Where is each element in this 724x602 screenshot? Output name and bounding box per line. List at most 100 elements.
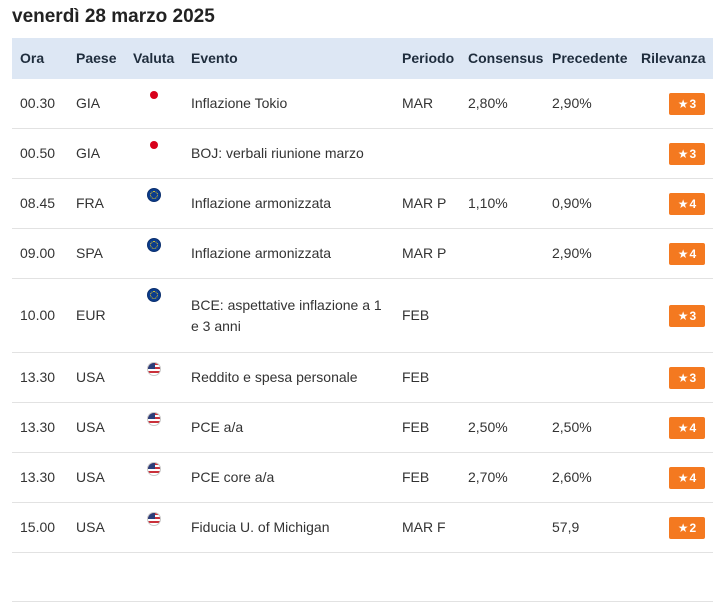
cell-periodo: FEB: [394, 278, 460, 353]
cell-consensus: [460, 278, 544, 353]
table-header-row: Ora Paese Valuta Evento Periodo Consensu…: [12, 38, 713, 79]
table-row: 15.00 USA Fiducia U. of Michigan MAR F 5…: [12, 502, 713, 553]
star-icon: ★: [677, 146, 689, 161]
cell-periodo: MAR: [394, 78, 460, 129]
cell-valuta: [125, 352, 183, 403]
cell-ora: 13.30: [12, 452, 68, 503]
cell-rilevanza: ★3: [633, 128, 713, 179]
cell-ora: 08.45: [12, 178, 68, 229]
cell-ora: 10.00: [12, 278, 68, 353]
us-flag-icon: [147, 462, 161, 476]
table-row: 13.30 USA PCE core a/a FEB 2,70% 2,60% ★…: [12, 452, 713, 503]
cell-paese: EUR: [68, 278, 125, 353]
cell-precedente: 2,90%: [544, 78, 633, 129]
cell-ora: 15.00: [12, 502, 68, 553]
cell-precedente: 2,60%: [544, 452, 633, 503]
page-title: venerdì 28 marzo 2025: [12, 6, 215, 27]
cell-periodo: MAR P: [394, 178, 460, 229]
cell-consensus: 2,80%: [460, 78, 544, 129]
eu-flag-icon: [147, 238, 161, 252]
cell-periodo: FEB: [394, 352, 460, 403]
importance-badge: ★3: [669, 366, 705, 389]
header-periodo: Periodo: [394, 38, 460, 79]
cell-consensus: [460, 228, 544, 279]
cell-evento: Reddito e spesa personale: [183, 352, 394, 403]
japan-flag-icon: [147, 138, 161, 152]
cell-evento: Inflazione Tokio: [183, 78, 394, 129]
cell-periodo: FEB: [394, 402, 460, 453]
star-icon: ★: [677, 420, 689, 435]
us-flag-icon: [147, 362, 161, 376]
cell-precedente: 0,90%: [544, 178, 633, 229]
table-row: 00.30 GIA Inflazione Tokio MAR 2,80% 2,9…: [12, 78, 713, 129]
eu-flag-icon: [147, 188, 161, 202]
header-consensus: Consensus: [460, 38, 544, 79]
us-flag-icon: [147, 412, 161, 426]
importance-badge: ★4: [669, 416, 705, 439]
table-row: 13.30 USA PCE a/a FEB 2,50% 2,50% ★4: [12, 402, 713, 453]
table-row: 08.45 FRA Inflazione armonizzata MAR P 1…: [12, 178, 713, 229]
cell-valuta: [125, 228, 183, 279]
cell-valuta: [125, 278, 183, 353]
cell-paese: GIA: [68, 128, 125, 179]
cell-valuta: [125, 502, 183, 553]
cell-rilevanza: ★3: [633, 78, 713, 129]
cell-ora: 13.30: [12, 402, 68, 453]
us-flag-icon: [147, 512, 161, 526]
cell-periodo: FEB: [394, 452, 460, 503]
importance-badge: ★3: [669, 142, 705, 165]
cell-valuta: [125, 402, 183, 453]
cell-ora: 00.50: [12, 128, 68, 179]
cell-precedente: [544, 128, 633, 179]
cell-consensus: [460, 502, 544, 553]
cell-paese: GIA: [68, 78, 125, 129]
cell-paese: USA: [68, 402, 125, 453]
cell-precedente: [544, 278, 633, 353]
cell-ora: 09.00: [12, 228, 68, 279]
cell-rilevanza: ★4: [633, 402, 713, 453]
cell-rilevanza: ★4: [633, 452, 713, 503]
cell-periodo: [394, 128, 460, 179]
header-paese: Paese: [68, 38, 125, 79]
cell-evento: BOJ: verbali riunione marzo: [183, 128, 394, 179]
header-precedente: Precedente: [544, 38, 633, 79]
header-ora: Ora: [12, 38, 68, 79]
cell-rilevanza: ★2: [633, 502, 713, 553]
cell-paese: USA: [68, 502, 125, 553]
star-icon: ★: [677, 308, 689, 323]
star-icon: ★: [677, 520, 689, 535]
cell-periodo: MAR F: [394, 502, 460, 553]
table-row: 13.30 USA Reddito e spesa personale FEB …: [12, 352, 713, 403]
header-rilevanza: Rilevanza: [633, 38, 713, 79]
cell-evento: PCE core a/a: [183, 452, 394, 503]
cell-evento: PCE a/a: [183, 402, 394, 453]
cell-ora: 13.30: [12, 352, 68, 403]
cell-valuta: [125, 128, 183, 179]
cell-evento: Fiducia U. of Michigan: [183, 502, 394, 553]
cell-valuta: [125, 178, 183, 229]
cell-paese: FRA: [68, 178, 125, 229]
cell-rilevanza: ★4: [633, 228, 713, 279]
table-row: 09.00 SPA Inflazione armonizzata MAR P 2…: [12, 228, 713, 279]
importance-badge: ★4: [669, 242, 705, 265]
star-icon: ★: [677, 370, 689, 385]
importance-badge: ★4: [669, 192, 705, 215]
cell-consensus: [460, 352, 544, 403]
table-row: 00.50 GIA BOJ: verbali riunione marzo ★3: [12, 128, 713, 179]
importance-badge: ★4: [669, 466, 705, 489]
cell-consensus: 1,10%: [460, 178, 544, 229]
cell-consensus: [460, 128, 544, 179]
importance-badge: ★2: [669, 516, 705, 539]
cell-rilevanza: ★3: [633, 278, 713, 353]
importance-badge: ★3: [669, 304, 705, 327]
star-icon: ★: [677, 470, 689, 485]
header-evento: Evento: [183, 38, 394, 79]
cell-periodo: MAR P: [394, 228, 460, 279]
japan-flag-icon: [147, 88, 161, 102]
cell-rilevanza: ★3: [633, 352, 713, 403]
cell-ora: 00.30: [12, 78, 68, 129]
cell-precedente: [544, 352, 633, 403]
cell-evento: Inflazione armonizzata: [183, 178, 394, 229]
star-icon: ★: [677, 246, 689, 261]
cell-consensus: 2,50%: [460, 402, 544, 453]
